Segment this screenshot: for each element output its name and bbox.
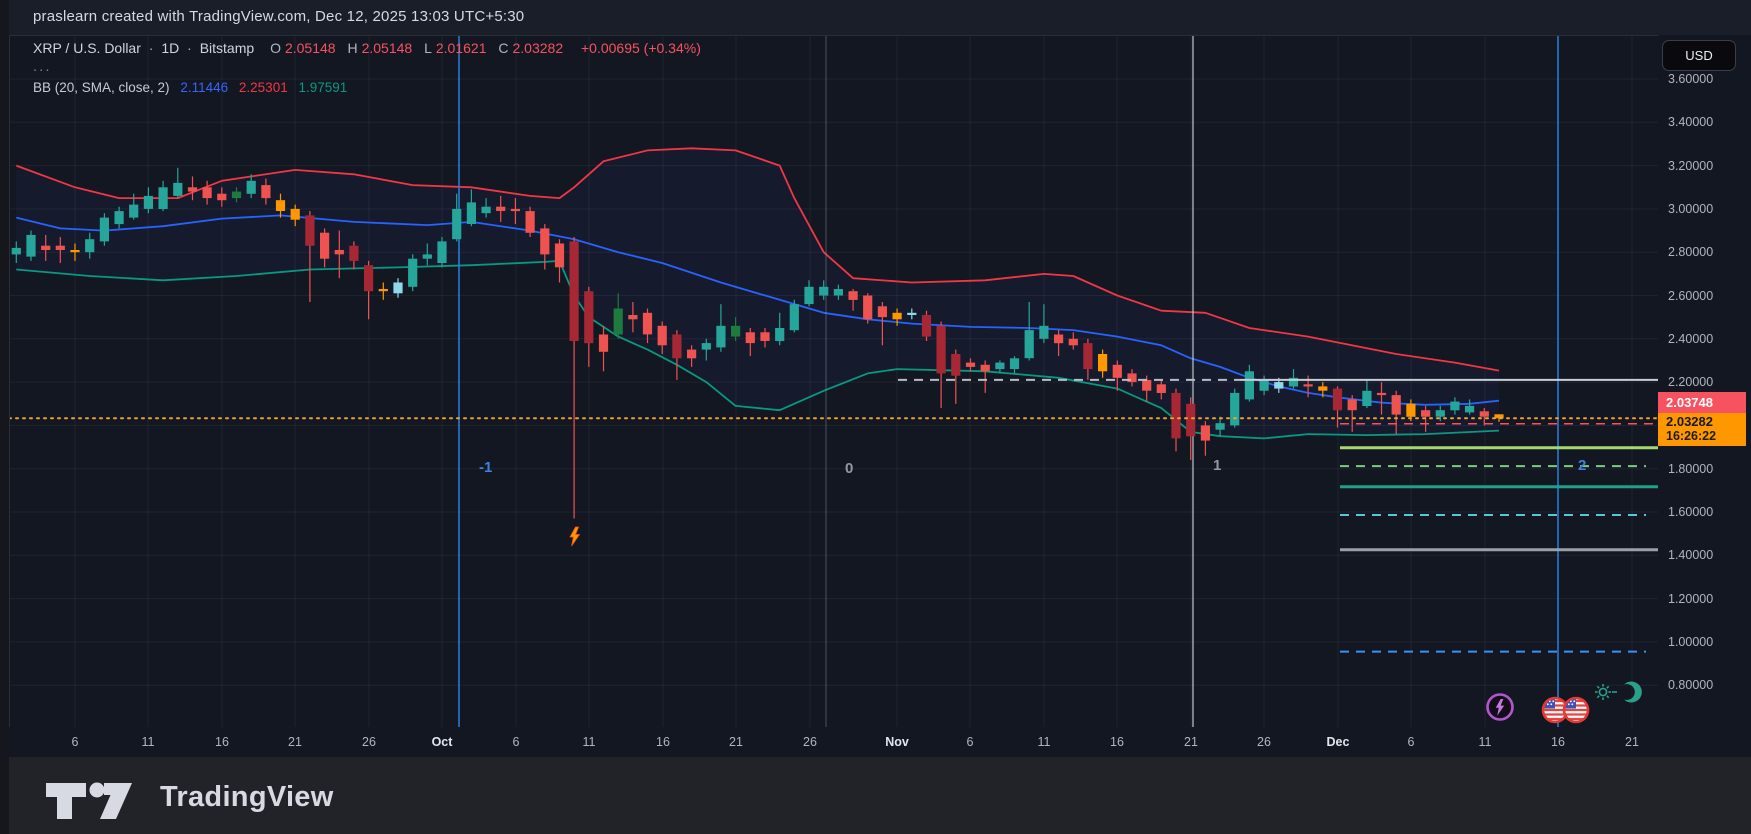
time-tick-label: 26 (362, 735, 376, 749)
price-marker-current: 2.03282 16:26:22 (1658, 413, 1746, 446)
time-tick-month-label: Nov (885, 735, 909, 749)
open-key: O (270, 40, 281, 56)
bar-countdown: 16:26:22 (1666, 429, 1717, 443)
sun-moon-icon (1595, 681, 1642, 703)
svg-text:0: 0 (845, 460, 853, 477)
pane-left-border (9, 35, 10, 757)
price-scale[interactable]: USD 3.60000 3.40000 3.20000 3.00000 2.80000 2… (1658, 35, 1751, 757)
price-tick-label: 3.40000 (1668, 115, 1714, 130)
price-tick-label: 3.60000 (1668, 72, 1714, 86)
price-marker-red: 2.03748 (1658, 392, 1746, 413)
svg-text:-1: -1 (479, 459, 492, 476)
cycle-vertical-lines (458, 35, 1559, 727)
time-tick-label: 16 (1110, 735, 1124, 749)
price-tick-label: 1.00000 (1668, 634, 1714, 649)
tradingview-logo-icon[interactable] (44, 779, 149, 821)
bb-lower-value: 1.97591 (298, 80, 348, 95)
horizontal-level-lines (9, 378, 1658, 653)
thunder-icon (569, 526, 581, 547)
price-tick-label: 2.80000 (1668, 245, 1714, 260)
top-bar: praslearn created with TradingView.com, … (0, 0, 1751, 35)
time-tick-month-label: Dec (1326, 735, 1350, 749)
price-tick-label: 1.60000 (1668, 505, 1714, 519)
exchange-label: Bitstamp (199, 40, 255, 56)
bb-indicator-title[interactable]: BB (20, SMA, close, 2) (33, 80, 170, 95)
time-tick-label: 26 (803, 735, 817, 749)
collapsed-indicators-toggle[interactable]: ... (33, 58, 52, 75)
svg-text:2: 2 (1578, 457, 1586, 474)
time-tick-label: 21 (288, 735, 302, 749)
price-tick-label: 2.60000 (1668, 288, 1714, 303)
bb-indicator-row[interactable]: BB (20, SMA, close, 2) 2.11446 2.25301 1… (33, 80, 705, 95)
low-key: L (424, 40, 432, 56)
candlesticks (11, 167, 1504, 519)
event-us-flags-icon (1541, 696, 1590, 724)
time-tick-label: 21 (1625, 735, 1639, 749)
current-price-value: 2.03282 (1666, 414, 1713, 429)
time-tick-label: 16 (1551, 735, 1565, 749)
change-value: +0.00695 (+0.34%) (581, 40, 701, 56)
price-tick-label: 1.20000 (1668, 591, 1714, 606)
price-tick-label: 1.40000 (1668, 548, 1714, 563)
currency-toggle-button[interactable]: USD (1662, 40, 1736, 71)
high-key: H (347, 40, 358, 56)
time-tick-label: 11 (582, 735, 596, 749)
price-tick-label: 1.80000 (1668, 461, 1714, 476)
symbol-title[interactable]: XRP / U.S. Dollar (33, 40, 141, 56)
interval-label[interactable]: 1D (161, 40, 180, 56)
time-tick-label: 11 (141, 735, 155, 749)
event-lightning-icon (1486, 693, 1514, 721)
time-tick-label: 21 (1184, 735, 1198, 749)
time-tick-label: 6 (71, 735, 79, 749)
time-tick-label: 21 (729, 735, 743, 749)
time-scale[interactable]: 6 11 16 21 26 Oct 6 11 16 21 26 Nov 6 11 16 21 26 Dec 6 11 1… (9, 727, 1751, 757)
bb-upper-value: 2.25301 (238, 80, 288, 95)
time-tick-label: 16 (656, 735, 670, 749)
watermark-text: praslearn created with TradingView.com, … (33, 8, 525, 25)
time-tick-label: 11 (1478, 735, 1492, 749)
time-tick-label: 6 (1407, 735, 1415, 749)
window-left-edge (0, 0, 9, 834)
cycle-number-labels: -1 0 1 2 (479, 457, 1586, 477)
time-tick-label: 16 (215, 735, 229, 749)
time-tick-label: 6 (966, 735, 974, 749)
time-tick-label: 6 (512, 735, 520, 749)
bb-basis-value: 2.11446 (180, 80, 229, 95)
chart-legend: XRP / U.S. Dollar · 1D · Bitstamp O 2.051… (33, 40, 705, 95)
symbol-row[interactable]: XRP / U.S. Dollar · 1D · Bitstamp O 2.051… (33, 40, 705, 56)
pane-top-border (9, 35, 1751, 36)
low-value: 2.01621 (435, 40, 487, 56)
close-key: C (498, 40, 509, 56)
svg-text:1: 1 (1213, 457, 1221, 474)
separator: · (187, 40, 192, 56)
time-tick-month-label: Oct (431, 735, 453, 749)
time-tick-label: 11 (1037, 735, 1051, 749)
high-value: 2.05148 (361, 40, 413, 56)
price-tick-label: 2.20000 (1668, 375, 1714, 390)
price-tick-label: 3.20000 (1668, 158, 1714, 173)
open-value: 2.05148 (284, 40, 336, 56)
tradingview-brand-text[interactable]: TradingView (160, 781, 334, 813)
price-tick-label: 2.40000 (1668, 331, 1714, 346)
separator: · (148, 40, 154, 56)
price-tick-label: 3.00000 (1668, 201, 1714, 216)
time-tick-label: 26 (1257, 735, 1271, 749)
close-value: 2.03282 (512, 40, 564, 56)
footer-bar: TradingView (0, 757, 1751, 834)
price-tick-label: 0.80000 (1668, 678, 1714, 693)
